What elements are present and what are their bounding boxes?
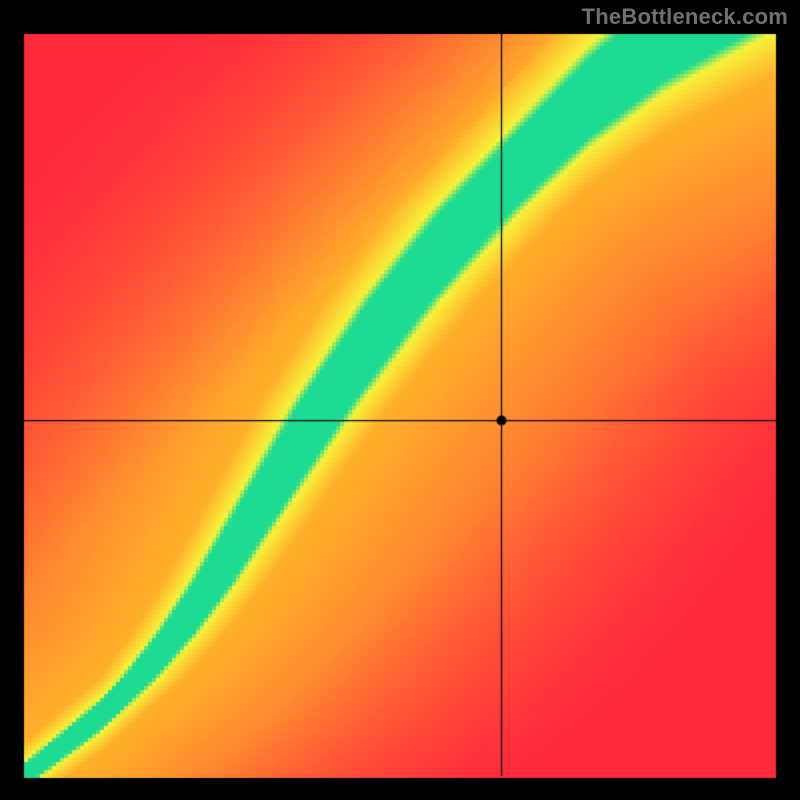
chart-container: TheBottleneck.com [0,0,800,800]
watermark-text: TheBottleneck.com [582,4,788,30]
heatmap-canvas [0,0,800,800]
